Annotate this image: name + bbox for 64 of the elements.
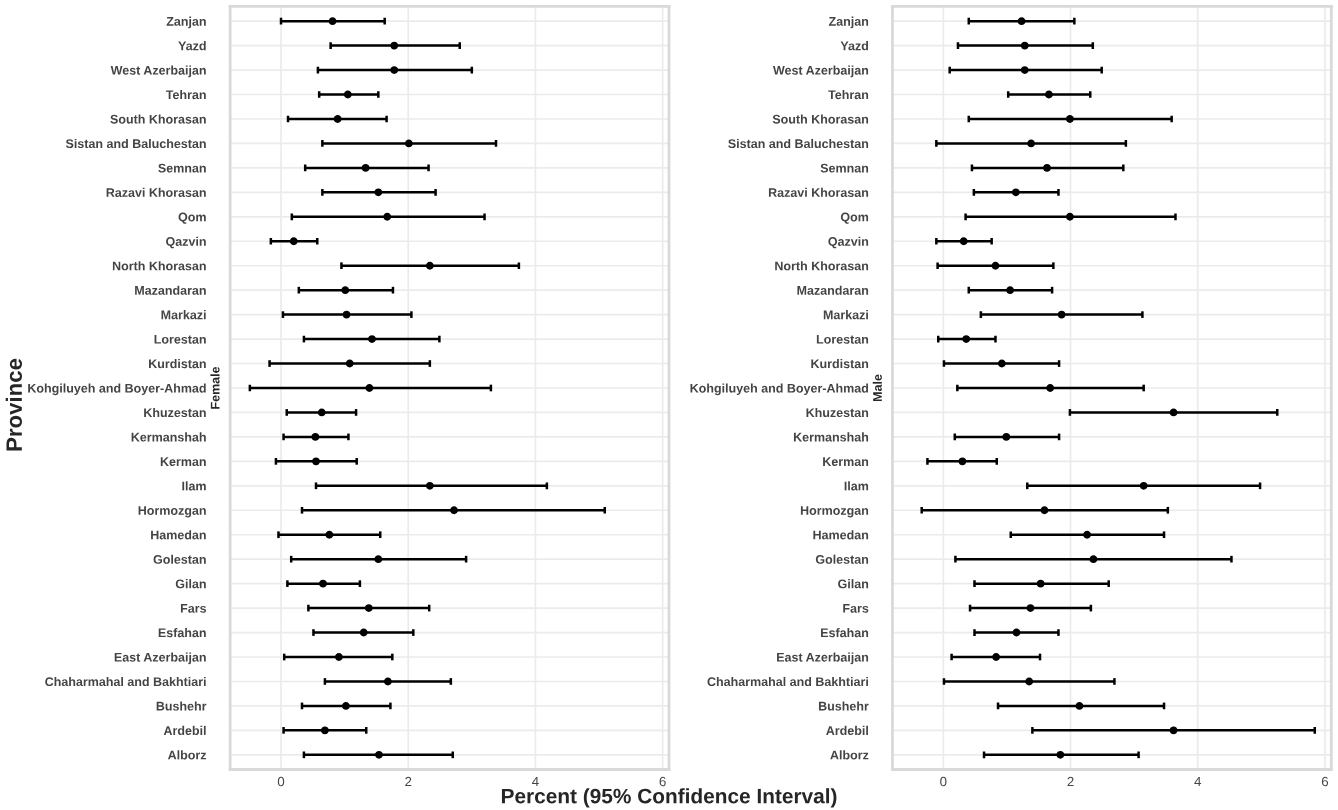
- point: [390, 66, 399, 74]
- point: [1044, 90, 1053, 99]
- point: [1026, 604, 1035, 613]
- point: [1002, 432, 1011, 441]
- point: [341, 701, 350, 710]
- point: [334, 653, 343, 661]
- point: [1025, 677, 1034, 686]
- x-axis-title: Percent (95% Confidence Interval): [501, 788, 837, 808]
- point: [1036, 579, 1045, 588]
- point: [1027, 139, 1036, 148]
- point: [1006, 286, 1015, 295]
- point: [311, 432, 320, 441]
- point: [425, 261, 434, 270]
- point: [1065, 212, 1074, 221]
- point: [1056, 750, 1065, 759]
- point: [374, 188, 383, 197]
- point: [962, 335, 971, 344]
- point: [328, 17, 337, 26]
- point: [1083, 530, 1091, 539]
- point: [959, 237, 968, 246]
- point: [425, 481, 434, 490]
- point: [343, 90, 352, 99]
- point: [1057, 310, 1066, 319]
- point: [289, 237, 298, 246]
- point: [374, 555, 383, 564]
- point: [333, 115, 342, 123]
- point: [320, 726, 329, 735]
- point: [1139, 481, 1148, 490]
- point: [368, 335, 376, 344]
- point: [361, 163, 370, 172]
- point: [317, 408, 326, 417]
- point: [1075, 701, 1084, 710]
- point: [1040, 506, 1049, 515]
- point: [1020, 66, 1029, 74]
- point: [958, 457, 967, 466]
- point: [375, 750, 383, 759]
- point: [1169, 726, 1178, 735]
- point: [345, 359, 354, 368]
- point: [341, 286, 350, 295]
- point: [1011, 188, 1020, 197]
- point: [1012, 628, 1021, 637]
- point: [1169, 408, 1178, 417]
- point: [312, 457, 320, 466]
- point: [404, 139, 413, 148]
- point: [1020, 41, 1029, 50]
- point: [383, 212, 392, 221]
- point: [450, 506, 458, 515]
- point: [1046, 384, 1055, 392]
- point: [1065, 115, 1074, 123]
- y-axis-title: Province: [5, 358, 23, 451]
- point: [365, 384, 374, 392]
- point: [359, 628, 368, 637]
- point: [342, 310, 351, 319]
- point: [997, 359, 1006, 368]
- point: [992, 653, 1001, 661]
- point: [991, 261, 1000, 270]
- point: [325, 530, 334, 539]
- point: [319, 579, 327, 588]
- point: [1017, 17, 1026, 26]
- point: [390, 41, 399, 50]
- point: [364, 604, 373, 613]
- point: [383, 677, 392, 686]
- point: [1089, 555, 1098, 564]
- point: [1043, 163, 1051, 172]
